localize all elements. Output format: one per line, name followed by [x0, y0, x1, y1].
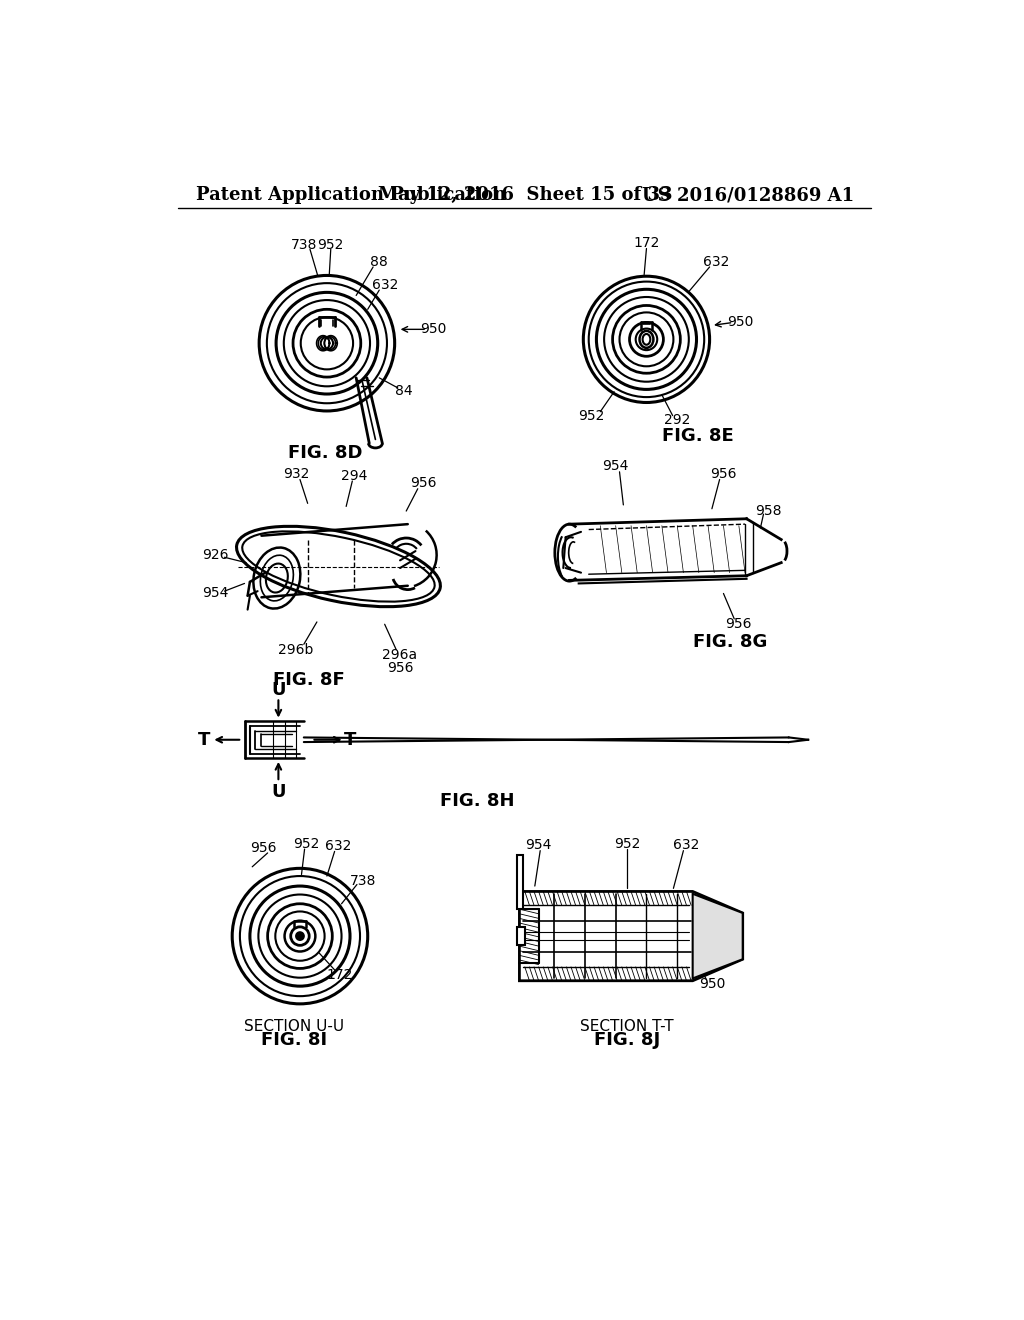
Text: Patent Application Publication: Patent Application Publication [196, 186, 506, 205]
Text: 956: 956 [250, 841, 276, 854]
Text: FIG. 8F: FIG. 8F [273, 672, 345, 689]
Text: 172: 172 [327, 968, 353, 982]
Polygon shape [692, 894, 742, 978]
Text: 954: 954 [202, 586, 228, 601]
Text: 88: 88 [371, 255, 388, 269]
Text: 296a: 296a [383, 648, 418, 663]
Text: 952: 952 [614, 837, 640, 850]
Text: 958: 958 [755, 504, 781, 517]
Text: U: U [271, 783, 286, 801]
Text: 632: 632 [373, 279, 398, 293]
Text: US 2016/0128869 A1: US 2016/0128869 A1 [642, 186, 854, 205]
Text: 738: 738 [291, 238, 317, 252]
Text: 932: 932 [283, 467, 309, 480]
Text: 956: 956 [387, 661, 414, 675]
Circle shape [291, 927, 309, 945]
Text: SECTION U-U: SECTION U-U [244, 1019, 344, 1035]
Text: 950: 950 [420, 322, 446, 337]
Text: FIG. 8G: FIG. 8G [692, 634, 767, 651]
Text: 294: 294 [341, 469, 367, 483]
Text: FIG. 8E: FIG. 8E [662, 426, 733, 445]
Text: 950: 950 [698, 977, 725, 991]
Text: 738: 738 [350, 874, 376, 887]
Text: T: T [199, 731, 211, 748]
Text: 950: 950 [727, 315, 754, 330]
Text: FIG. 8H: FIG. 8H [440, 792, 514, 810]
Bar [517, 927, 525, 945]
Text: 926: 926 [202, 548, 228, 562]
Text: 954: 954 [525, 838, 552, 853]
Text: 632: 632 [326, 840, 351, 853]
Text: T: T [344, 731, 356, 748]
Text: 956: 956 [711, 467, 736, 480]
Text: 952: 952 [578, 409, 604, 424]
Text: 292: 292 [665, 413, 690, 428]
Text: May 12, 2016  Sheet 15 of 33: May 12, 2016 Sheet 15 of 33 [378, 186, 672, 205]
Text: 956: 956 [726, 618, 752, 631]
Text: 172: 172 [633, 236, 659, 249]
Text: FIG. 8J: FIG. 8J [594, 1031, 660, 1049]
Text: 954: 954 [602, 459, 629, 474]
Text: 952: 952 [293, 837, 319, 850]
Text: 632: 632 [674, 838, 699, 853]
Bar [517, 855, 523, 909]
Polygon shape [519, 891, 742, 981]
Text: 84: 84 [395, 384, 413, 397]
Text: FIG. 8D: FIG. 8D [289, 445, 362, 462]
Text: 956: 956 [410, 477, 436, 490]
Text: FIG. 8I: FIG. 8I [261, 1031, 327, 1049]
Text: SECTION T-T: SECTION T-T [581, 1019, 674, 1035]
Text: 952: 952 [317, 238, 344, 252]
Circle shape [296, 932, 304, 940]
Text: 296b: 296b [279, 643, 313, 656]
Text: U: U [271, 681, 286, 698]
Text: 632: 632 [702, 255, 729, 269]
